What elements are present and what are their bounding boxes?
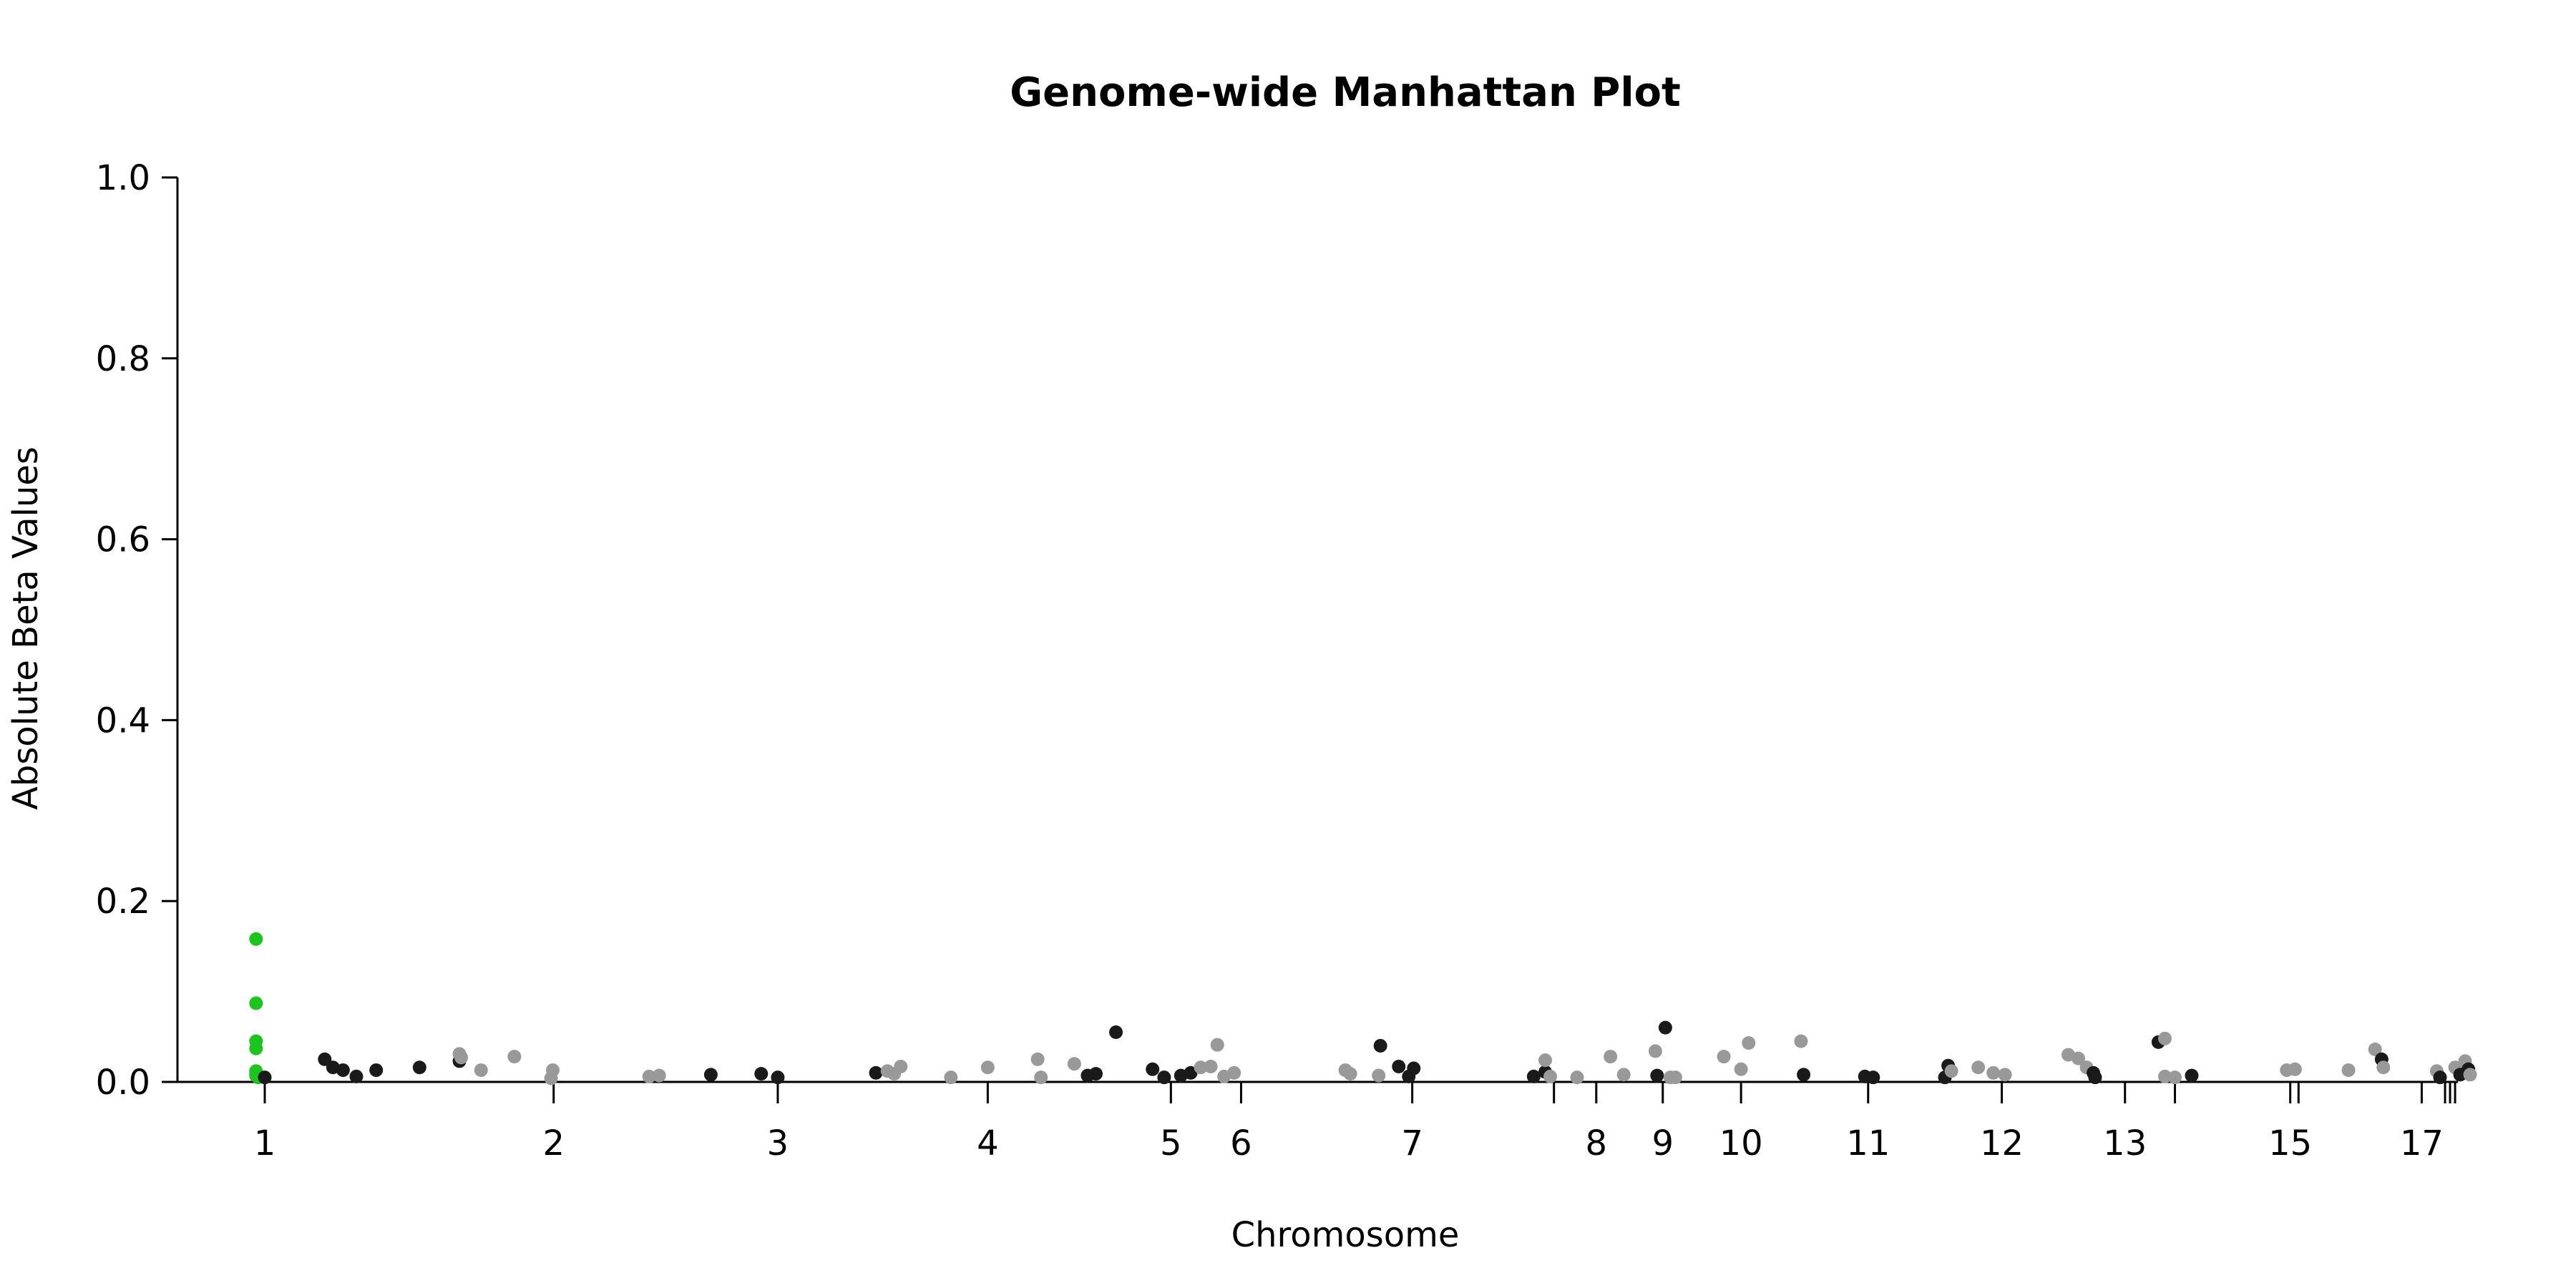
data-point bbox=[1146, 1062, 1160, 1076]
data-point bbox=[1866, 1070, 1880, 1085]
data-point bbox=[412, 1060, 426, 1075]
data-point bbox=[1109, 1025, 1123, 1039]
data-point bbox=[2368, 1042, 2382, 1056]
data-point bbox=[1734, 1062, 1748, 1076]
data-point bbox=[249, 996, 263, 1010]
y-tick-label: 0.8 bbox=[96, 339, 150, 379]
data-point bbox=[703, 1068, 718, 1082]
y-tick-label: 0.0 bbox=[96, 1063, 150, 1103]
data-point bbox=[369, 1063, 384, 1078]
data-point bbox=[1210, 1038, 1224, 1052]
y-tick-label: 0.2 bbox=[96, 882, 150, 922]
data-point bbox=[1407, 1061, 1421, 1075]
x-tick-label: 7 bbox=[1401, 1123, 1423, 1163]
y-tick-label: 1.0 bbox=[96, 158, 150, 198]
data-point bbox=[1526, 1069, 1541, 1083]
data-point bbox=[258, 1070, 272, 1085]
data-point bbox=[454, 1050, 469, 1065]
x-tick-label: 9 bbox=[1652, 1123, 1674, 1163]
x-axis: 1 2 3 4 5 6 7 8 9 10 11 12 13 15 17 bbox=[177, 1080, 2458, 1163]
data-point bbox=[349, 1069, 364, 1083]
x-tick-label: 3 bbox=[767, 1123, 789, 1163]
data-point bbox=[754, 1067, 769, 1081]
data-point bbox=[2433, 1070, 2447, 1085]
data-point bbox=[1067, 1057, 1081, 1071]
data-point bbox=[1998, 1068, 2012, 1082]
x-tick-label: 15 bbox=[2268, 1123, 2312, 1163]
data-point bbox=[1944, 1064, 1958, 1078]
data-point bbox=[474, 1063, 488, 1078]
data-point bbox=[1604, 1050, 1618, 1064]
data-point bbox=[1986, 1065, 2001, 1080]
data-point bbox=[1343, 1067, 1357, 1081]
chart-title: Genome-wide Manhattan Plot bbox=[1010, 69, 1681, 116]
x-tick-label: 5 bbox=[1160, 1123, 1182, 1163]
data-point bbox=[2088, 1070, 2102, 1085]
data-point bbox=[894, 1060, 908, 1074]
data-point bbox=[1392, 1060, 1406, 1074]
data-point bbox=[1742, 1036, 1756, 1050]
data-point bbox=[1648, 1044, 1662, 1058]
data-point bbox=[1034, 1070, 1048, 1085]
data-point bbox=[2185, 1068, 2199, 1083]
x-tick-label: 10 bbox=[1719, 1123, 1763, 1163]
data-point bbox=[2463, 1068, 2477, 1082]
x-tick-label: 1 bbox=[254, 1123, 276, 1163]
data-point bbox=[944, 1070, 958, 1085]
x-tick-label: 17 bbox=[2400, 1123, 2444, 1163]
data-point bbox=[249, 1041, 263, 1055]
data-point bbox=[1157, 1070, 1171, 1085]
data-point bbox=[1717, 1050, 1731, 1064]
data-point bbox=[2167, 1070, 2182, 1085]
data-point bbox=[1538, 1053, 1553, 1068]
data-point bbox=[1971, 1060, 1986, 1075]
data-point bbox=[507, 1050, 522, 1064]
data-point bbox=[869, 1065, 883, 1080]
data-points bbox=[249, 932, 2477, 1085]
data-point bbox=[1543, 1069, 1558, 1083]
x-tick-label: 2 bbox=[542, 1123, 565, 1163]
data-point bbox=[771, 1070, 785, 1085]
data-point bbox=[1227, 1065, 1241, 1080]
data-point bbox=[1650, 1068, 1664, 1083]
data-point bbox=[336, 1063, 350, 1078]
data-point bbox=[2071, 1051, 2085, 1065]
y-axis-label: Absolute Beta Values bbox=[6, 447, 46, 810]
x-tick-label: 11 bbox=[1846, 1123, 1890, 1163]
data-point bbox=[1668, 1070, 1682, 1085]
data-point bbox=[1797, 1068, 1811, 1082]
y-tick-label: 0.6 bbox=[96, 520, 150, 560]
data-point bbox=[652, 1068, 666, 1083]
data-point bbox=[2157, 1069, 2172, 1083]
data-point bbox=[1030, 1052, 1045, 1066]
data-point bbox=[1794, 1034, 1808, 1048]
data-point bbox=[1616, 1068, 1631, 1082]
data-point bbox=[2341, 1063, 2356, 1078]
data-point bbox=[1373, 1038, 1387, 1053]
x-tick-label: 12 bbox=[1980, 1123, 2024, 1163]
data-point bbox=[249, 932, 263, 946]
data-point bbox=[2376, 1060, 2391, 1075]
data-point bbox=[1204, 1060, 1218, 1074]
x-tick-label: 6 bbox=[1230, 1123, 1252, 1163]
data-point bbox=[1658, 1020, 1672, 1035]
data-point bbox=[2157, 1031, 2172, 1045]
x-axis-label: Chromosome bbox=[1231, 1215, 1460, 1255]
data-point bbox=[546, 1063, 560, 1078]
data-point bbox=[980, 1060, 995, 1075]
x-tick-label: 8 bbox=[1586, 1123, 1608, 1163]
x-tick-label: 4 bbox=[977, 1123, 999, 1163]
data-point bbox=[318, 1052, 332, 1066]
y-axis: 0.0 0.2 0.4 0.6 0.8 1.0 bbox=[96, 158, 179, 1103]
data-point bbox=[642, 1069, 656, 1083]
data-point bbox=[1089, 1067, 1103, 1081]
data-point bbox=[1570, 1070, 1584, 1085]
x-tick-label: 13 bbox=[2103, 1123, 2147, 1163]
data-point bbox=[1372, 1068, 1386, 1083]
data-point bbox=[1194, 1060, 1208, 1075]
data-point bbox=[2288, 1062, 2302, 1076]
y-tick-label: 0.4 bbox=[96, 701, 150, 741]
data-point bbox=[1184, 1065, 1198, 1080]
